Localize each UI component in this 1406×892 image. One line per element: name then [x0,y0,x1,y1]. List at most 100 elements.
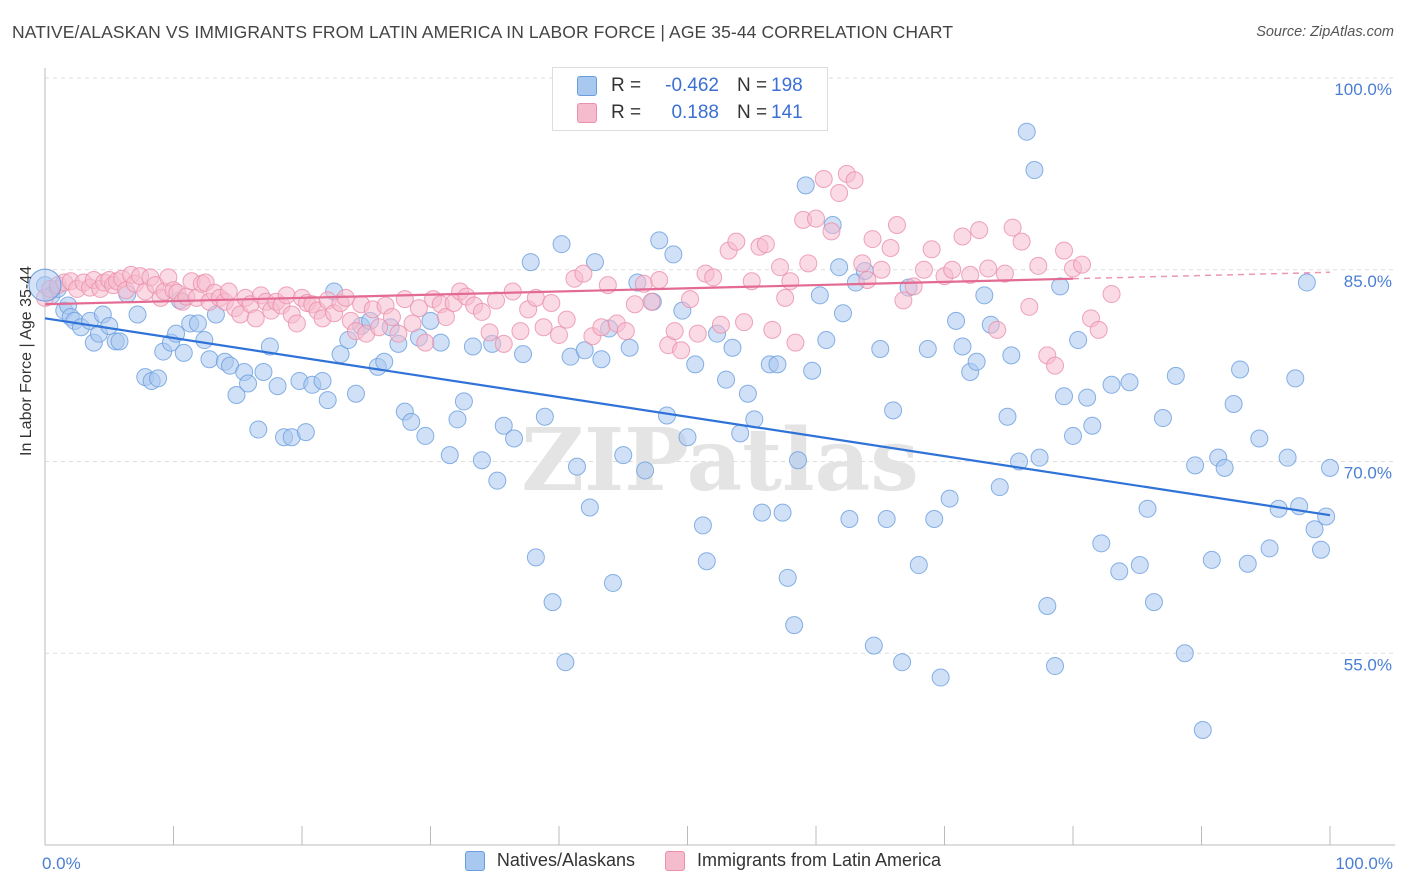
native-point [731,424,750,443]
immigrant-point [1055,241,1074,260]
immigrant-point [727,232,746,251]
native-point [1250,429,1269,448]
native-point [556,653,575,672]
native-point [585,253,604,272]
immigrant-point [872,260,891,279]
legend-item-natives[interactable]: Natives/Alaskans [464,850,635,871]
native-point [893,653,912,672]
immigrant-point [287,314,306,333]
native-point [535,407,554,426]
y-tick-label: 70.0% [1344,464,1392,483]
native-point [514,345,533,364]
immigrant-point [1089,320,1108,339]
immigrant-point [799,254,818,273]
immigrant-point [511,322,530,341]
series-legend: Natives/Alaskans Immigrants from Latin A… [0,850,1406,871]
native-point [1092,534,1111,553]
n-label: N = [737,102,768,123]
native-point [440,446,459,465]
immigrant-point [763,320,782,339]
native-point [1102,375,1121,394]
immigrant-point [776,288,795,307]
immigrant-point [943,260,962,279]
y-tick-label: 100.0% [1334,80,1392,99]
native-point [738,384,757,403]
n-label: N = [737,75,768,96]
native-point [1055,387,1074,406]
immigrant-point [542,293,561,312]
immigrant-point [382,308,401,327]
immigrant-point [781,272,800,291]
immigrant-point [665,322,684,341]
native-point [1083,416,1102,435]
immigrant-point [672,341,691,360]
native-point [967,352,986,371]
r-value: -0.462 [665,75,719,96]
immigrant-point [487,291,506,310]
pink-swatch-icon [577,103,597,123]
legend-row-natives: R = -0.462 N = 198 [577,74,803,98]
native-point [1278,448,1297,467]
immigrant-point [436,308,455,327]
native-point [1046,657,1065,676]
immigrant-point [494,334,513,353]
native-point [1051,277,1070,296]
native-point [1215,458,1234,477]
r-label: R = [611,75,642,96]
native-point [773,503,792,522]
native-point [313,371,332,390]
immigrant-point [807,209,825,228]
native-point [552,235,571,254]
native-point [375,352,394,371]
native-point [318,391,337,410]
immigrant-point [711,315,730,334]
immigrant-point [1102,285,1121,304]
native-point [1138,499,1157,518]
native-point [296,423,315,442]
immigrant-point [681,290,700,309]
immigrant-trend-line [44,277,1074,306]
native-point [1030,448,1049,467]
immigrant-point [814,169,833,188]
native-point [402,412,421,431]
immigrant-point [650,270,669,289]
y-tick-label: 55.0% [1344,655,1392,674]
native-point [1110,562,1129,581]
native-point [830,258,849,277]
native-point [909,556,928,575]
native-point [817,331,836,350]
native-point [614,446,633,465]
native-point [526,548,545,567]
native-point [580,498,599,517]
stats-legend: R = -0.462 N = 198 R = 0.188 N = 141 [552,67,828,131]
native-point [810,286,829,305]
native-point [947,311,966,330]
immigrant-point [550,325,568,344]
immigrant-point [409,299,428,318]
native-point [1153,409,1172,428]
immigrant-point [574,264,593,283]
native-point [1010,452,1029,471]
r-value: 0.188 [671,102,719,123]
pink-swatch-icon [664,850,685,871]
native-point [472,451,491,470]
native-point [346,384,365,403]
native-point [1317,507,1336,526]
native-point [249,420,268,439]
native-point [693,516,712,535]
native-point [803,361,822,380]
immigrant-point [786,333,805,352]
immigrant-point [1072,255,1091,274]
immigrant-point [625,295,644,314]
native-point [650,231,669,250]
native-point [796,176,815,195]
native-point [620,338,639,357]
legend-item-immigrants[interactable]: Immigrants from Latin America [664,850,941,871]
native-point [1297,273,1316,292]
legend-label: Natives/Alaskans [496,850,635,870]
native-point [785,616,804,635]
native-point [543,593,562,612]
immigrant-point [219,282,238,301]
immigrant-point [403,314,422,333]
